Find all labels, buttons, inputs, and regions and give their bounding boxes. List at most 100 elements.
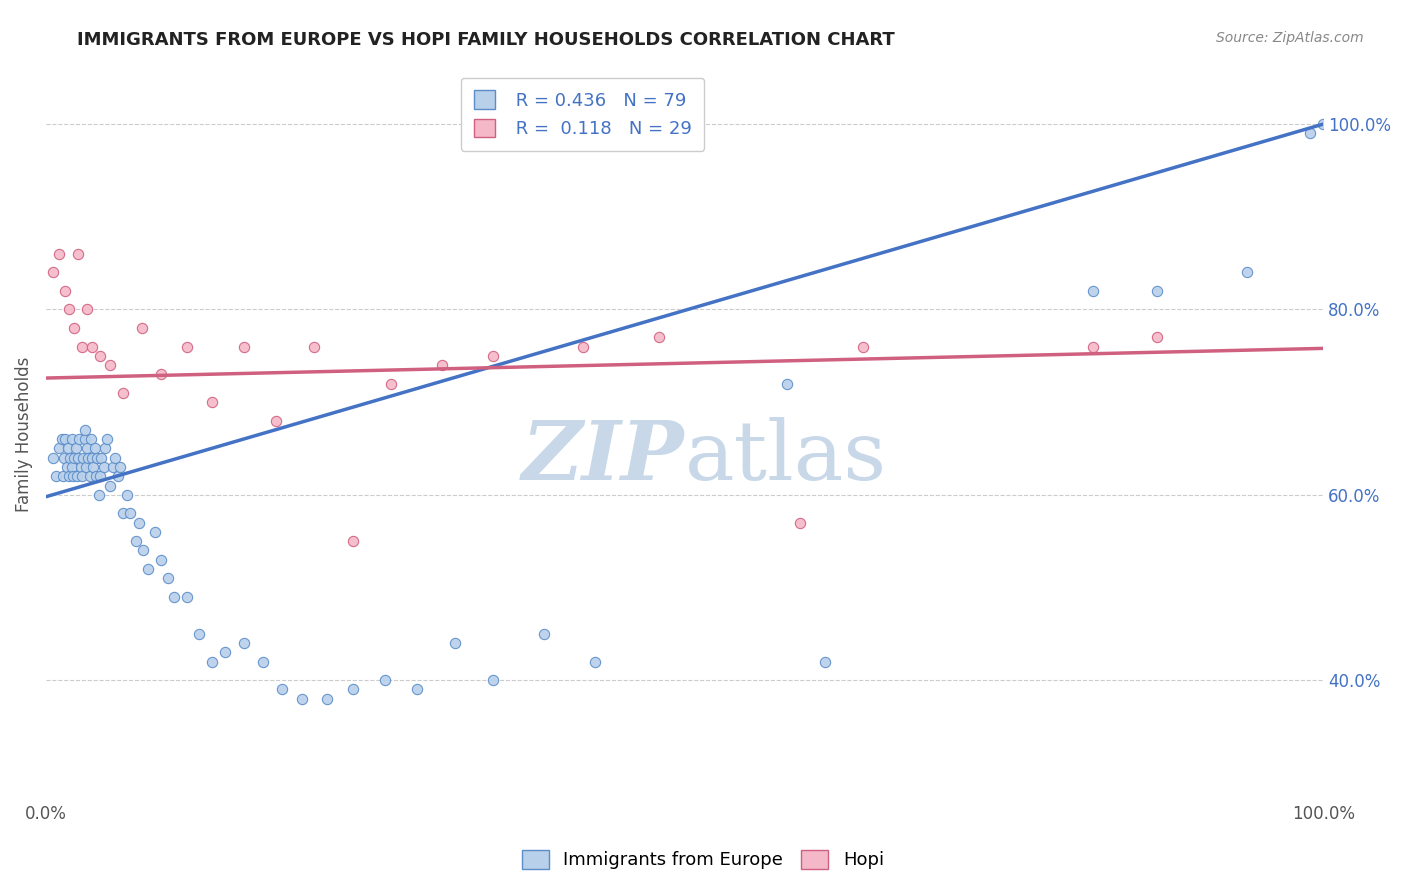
Point xyxy=(84,469,107,483)
Point xyxy=(69,460,91,475)
Point xyxy=(150,368,173,382)
Point xyxy=(1146,284,1168,298)
Point xyxy=(86,450,108,465)
Point xyxy=(132,543,155,558)
Point xyxy=(176,339,198,353)
Point xyxy=(1083,284,1105,298)
Point xyxy=(87,488,110,502)
Point xyxy=(98,358,121,372)
Point xyxy=(214,645,236,659)
Point xyxy=(41,450,63,465)
Point xyxy=(648,330,671,344)
Point xyxy=(41,265,63,279)
Point xyxy=(56,442,79,456)
Point xyxy=(58,469,80,483)
Point xyxy=(104,450,127,465)
Point xyxy=(63,321,86,335)
Point xyxy=(120,506,142,520)
Point xyxy=(124,534,146,549)
Point xyxy=(67,432,90,446)
Point xyxy=(342,682,364,697)
Point xyxy=(75,460,97,475)
Point xyxy=(233,636,256,650)
Point xyxy=(138,562,160,576)
Point xyxy=(98,478,121,492)
Point xyxy=(201,395,224,409)
Y-axis label: Family Households: Family Households xyxy=(15,357,32,512)
Point xyxy=(45,469,67,483)
Point xyxy=(143,524,166,539)
Text: ZIP: ZIP xyxy=(522,417,685,497)
Point xyxy=(70,469,93,483)
Point xyxy=(48,247,70,261)
Point xyxy=(1083,339,1105,353)
Point xyxy=(789,516,811,530)
Point xyxy=(62,469,84,483)
Text: atlas: atlas xyxy=(685,417,887,497)
Point xyxy=(342,534,364,549)
Point xyxy=(316,691,339,706)
Point xyxy=(201,655,224,669)
Point xyxy=(60,432,83,446)
Point xyxy=(89,349,111,363)
Point xyxy=(405,682,427,697)
Point xyxy=(53,284,76,298)
Point xyxy=(73,423,96,437)
Point xyxy=(128,516,150,530)
Point xyxy=(80,432,103,446)
Point xyxy=(1146,330,1168,344)
Point xyxy=(73,432,96,446)
Point xyxy=(111,506,134,520)
Point xyxy=(156,571,179,585)
Point xyxy=(188,627,211,641)
Point xyxy=(82,460,104,475)
Point xyxy=(48,442,70,456)
Point xyxy=(101,460,124,475)
Point xyxy=(110,460,132,475)
Point xyxy=(82,339,104,353)
Point xyxy=(90,450,112,465)
Point xyxy=(93,460,115,475)
Point xyxy=(65,442,87,456)
Point xyxy=(163,590,186,604)
Point xyxy=(76,302,98,317)
Point xyxy=(380,376,402,391)
Point xyxy=(150,552,173,566)
Point xyxy=(814,655,837,669)
Point xyxy=(482,673,505,687)
Point xyxy=(67,247,90,261)
Point xyxy=(72,450,94,465)
Point xyxy=(176,590,198,604)
Point xyxy=(58,302,80,317)
Point xyxy=(131,321,153,335)
Point xyxy=(53,450,76,465)
Point xyxy=(111,385,134,400)
Point xyxy=(252,655,274,669)
Legend: Immigrants from Europe, Hopi: Immigrants from Europe, Hopi xyxy=(513,841,893,879)
Point xyxy=(51,432,73,446)
Point xyxy=(96,432,118,446)
Point xyxy=(76,442,98,456)
Point xyxy=(79,469,101,483)
Point xyxy=(482,349,505,363)
Point xyxy=(52,469,75,483)
Point xyxy=(571,339,593,353)
Point xyxy=(443,636,465,650)
Point xyxy=(70,339,93,353)
Point xyxy=(53,432,76,446)
Point xyxy=(59,450,82,465)
Point xyxy=(77,450,100,465)
Point xyxy=(264,414,287,428)
Text: Source: ZipAtlas.com: Source: ZipAtlas.com xyxy=(1216,31,1364,45)
Point xyxy=(290,691,312,706)
Point xyxy=(66,469,89,483)
Point xyxy=(430,358,453,372)
Legend:  R = 0.436   N = 79,  R =  0.118   N = 29: R = 0.436 N = 79, R = 0.118 N = 29 xyxy=(461,78,704,151)
Point xyxy=(533,627,555,641)
Point xyxy=(82,450,104,465)
Point xyxy=(304,339,326,353)
Point xyxy=(67,450,90,465)
Point xyxy=(107,469,129,483)
Point xyxy=(374,673,396,687)
Point xyxy=(583,655,606,669)
